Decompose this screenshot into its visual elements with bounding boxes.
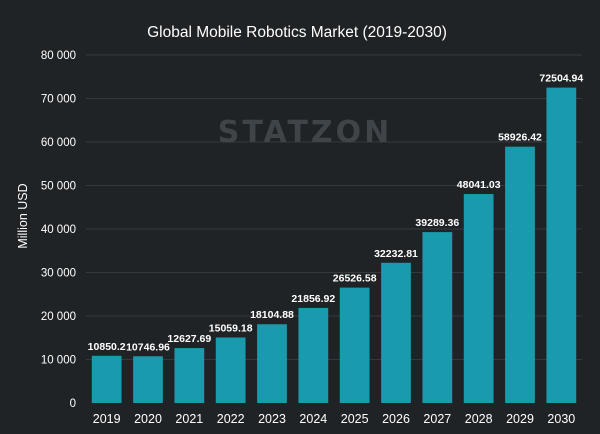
y-tick-label: 70 000	[41, 94, 76, 106]
x-tick-label: 2020	[134, 412, 162, 426]
x-tick-label: 2021	[175, 412, 203, 426]
bar-2020	[133, 356, 163, 403]
y-tick-label: 10 000	[41, 355, 76, 367]
data-label-2023: 18104.88	[250, 309, 294, 321]
x-tick-label: 2029	[506, 412, 534, 426]
data-label-2026: 32232.81	[374, 248, 418, 260]
x-tick-label: 2019	[93, 412, 121, 426]
y-tick-label: 20 000	[41, 311, 76, 323]
bar-2030	[546, 87, 577, 403]
data-label-2020: 10746.96	[126, 341, 170, 353]
bar-2021	[174, 348, 205, 403]
y-tick-label: 0	[70, 398, 76, 410]
x-tick-label: 2025	[341, 412, 369, 426]
chart-title: Global Mobile Robotics Market (2019-2030…	[147, 24, 447, 41]
y-tick-label: 40 000	[41, 224, 76, 236]
data-label-2027: 39289.36	[415, 217, 459, 229]
y-axis-label: Million USD	[16, 183, 30, 248]
bar-2022	[215, 337, 246, 403]
x-tick-label: 2027	[423, 412, 451, 426]
data-label-2024: 21856.92	[291, 293, 335, 305]
x-tick-label: 2028	[465, 412, 493, 426]
bar-2028	[463, 194, 494, 403]
data-label-2022: 15059.18	[209, 322, 253, 334]
bars	[91, 87, 577, 403]
data-label-2025: 26526.58	[333, 273, 377, 285]
data-label-2030: 72504.94	[539, 73, 583, 85]
bar-2023	[257, 324, 287, 403]
x-axis-ticks: 2019 2020 2021 2022 2023 2024 2025 2026 2027 2028…	[93, 412, 576, 426]
x-tick-label: 2022	[217, 412, 245, 426]
x-tick-label: 2023	[258, 412, 286, 426]
bar-2026	[381, 262, 411, 403]
watermark-logo: STATZON	[218, 115, 392, 150]
gridlines	[86, 54, 582, 360]
x-tick-label: 2030	[547, 412, 575, 426]
data-label-2021: 12627.69	[167, 333, 211, 345]
y-tick-label: 50 000	[41, 181, 76, 193]
bar-2025	[339, 287, 370, 403]
x-tick-label: 2024	[299, 412, 327, 426]
bar-2029	[505, 146, 535, 403]
bar-2027	[422, 232, 453, 403]
y-tick-label: 30 000	[41, 268, 76, 280]
data-label-2028: 48041.03	[457, 179, 501, 191]
data-label-2029: 58926.42	[498, 132, 542, 144]
bar-2024	[298, 307, 329, 403]
y-tick-label: 80 000	[41, 50, 76, 62]
y-tick-label: 60 000	[41, 137, 76, 149]
bar-2019	[91, 355, 122, 403]
x-tick-label: 2026	[382, 412, 410, 426]
data-label-2019: 10850.2	[88, 341, 126, 353]
y-axis-ticks: 0 10 000 20 000 30 000 40 000 50 000 60 000 70 …	[41, 50, 76, 410]
